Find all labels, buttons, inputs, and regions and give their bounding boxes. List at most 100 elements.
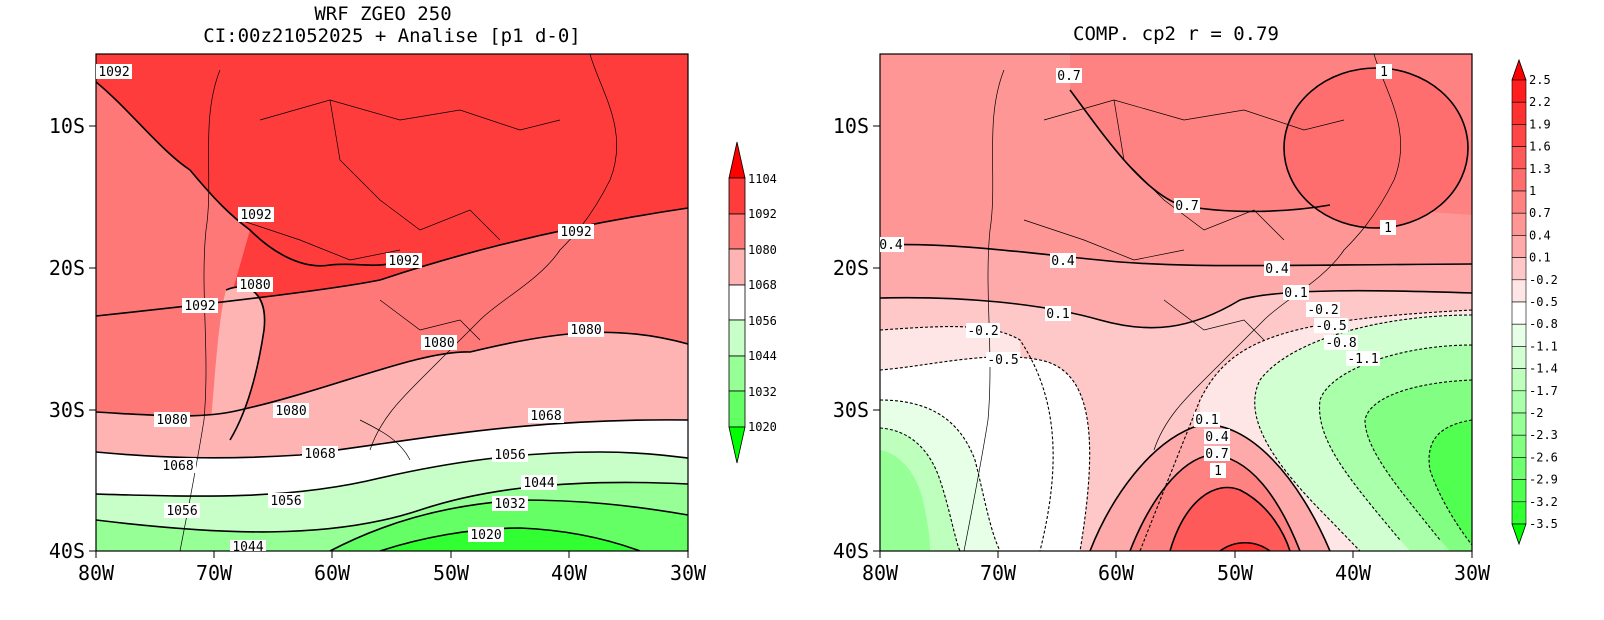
right-colorbar-swatch: [1511, 301, 1527, 325]
right-colorbar-label: -2.6: [1529, 450, 1558, 464]
left-colorbar-label: 1056: [748, 314, 777, 328]
right-panel: COMP. cp2 r = 0.79: [833, 23, 1558, 585]
left-colorbar-swatch: [728, 319, 746, 357]
left-contour-label: 1080: [275, 404, 306, 419]
right-contour-label: 0.4: [879, 238, 903, 253]
right-colorbar-swatch: [1511, 257, 1527, 281]
left-colorbar-swatch: [728, 177, 746, 215]
right-colorbar-label: -1.7: [1529, 384, 1558, 398]
right-x-axis: 80W 70W 60W 50W 40W 30W: [862, 551, 1491, 585]
right-colorbar-swatch: [1511, 323, 1527, 347]
right-colorbar-swatch: [1511, 368, 1527, 392]
left-contour-label: 1092: [184, 299, 215, 314]
left-y-tick: 40S: [49, 539, 85, 563]
right-colorbar-swatch: [1511, 390, 1527, 414]
right-contour-label: -0.2: [1307, 303, 1338, 318]
right-colorbar-label: 1.3: [1529, 162, 1551, 176]
left-colorbar-label: 1020: [748, 420, 777, 434]
left-title-line1: WRF ZGEO 250: [314, 3, 451, 25]
left-x-axis: 80W 70W 60W 50W 40W 30W: [78, 551, 707, 585]
right-y-tick: 10S: [833, 114, 869, 138]
left-x-tick: 70W: [196, 561, 233, 585]
left-colorbar-label: 1080: [748, 243, 777, 257]
right-colorbar-swatch: [1511, 124, 1527, 147]
right-colorbar-swatch: [1511, 479, 1527, 503]
left-contour-label: 1080: [156, 413, 187, 428]
left-contour-label: 1092: [240, 208, 271, 223]
right-colorbar-label: -2.9: [1529, 473, 1558, 487]
right-colorbar-label: 2.5: [1529, 73, 1551, 87]
left-contour-label: 1044: [523, 476, 554, 491]
left-contour-label: 1056: [166, 504, 197, 519]
right-x-tick: 70W: [980, 561, 1017, 585]
right-colorbar-labels: 2.5 2.2 1.9 1.6 1.3 1 0.7 0.4 0.1 -0.2 -0.5 -0.8 -1.…: [1529, 73, 1558, 531]
left-contour-labels: 1092 1092 1092 1092 1092 1080 1080 1080 …: [96, 64, 604, 555]
right-colorbar-swatch: [1511, 101, 1527, 125]
left-contour-label: 1080: [239, 278, 270, 293]
left-contour-label: 1032: [494, 497, 525, 512]
right-colorbar-bottom-arrow: [1511, 523, 1527, 546]
right-colorbar-label: 0.4: [1529, 228, 1551, 242]
right-colorbar-swatch: [1511, 434, 1527, 458]
left-y-tick: 30S: [49, 398, 85, 422]
right-contour-label: 0.1: [1046, 307, 1069, 322]
right-colorbar-label: -3.5: [1529, 517, 1558, 531]
left-colorbar-swatch: [728, 284, 746, 321]
left-colorbar-swatch: [728, 355, 746, 392]
left-y-axis: 10S 20S 30S 40S: [49, 114, 96, 563]
right-contour-label: 0.7: [1057, 69, 1080, 84]
left-contour-label: 1068: [304, 447, 335, 462]
right-contour-label: 0.1: [1284, 286, 1307, 301]
right-colorbar-swatch: [1511, 212, 1527, 236]
right-contour-label: 1: [1380, 65, 1388, 80]
left-contour-label: 1020: [470, 528, 501, 543]
right-contour-label: 0.7: [1175, 199, 1198, 214]
right-colorbar-label: 1.9: [1529, 117, 1551, 131]
left-colorbar-bottom-arrow: [728, 426, 746, 464]
left-contour-label: 1068: [162, 459, 193, 474]
left-colorbar-label: 1068: [748, 278, 777, 292]
right-colorbar-label: 1.6: [1529, 140, 1551, 154]
right-colorbar-label: -0.2: [1529, 273, 1558, 287]
left-colorbar-label: 1032: [748, 385, 777, 399]
right-colorbar-label: 0.1: [1529, 251, 1551, 265]
right-colorbar-swatch: [1511, 346, 1527, 369]
right-y-tick: 30S: [833, 398, 869, 422]
right-colorbar-swatch: [1511, 501, 1527, 525]
right-contour-label: 1: [1384, 221, 1392, 236]
right-contour-label: 0.4: [1051, 254, 1075, 269]
left-y-tick: 20S: [49, 256, 85, 280]
right-colorbar-label: 0.7: [1529, 206, 1551, 220]
left-x-tick: 40W: [551, 561, 588, 585]
right-contour-label: 0.4: [1205, 430, 1229, 445]
right-x-tick: 30W: [1454, 561, 1491, 585]
right-colorbar-label: -1.1: [1529, 339, 1558, 353]
right-title: COMP. cp2 r = 0.79: [1073, 23, 1279, 45]
right-x-tick: 50W: [1217, 561, 1254, 585]
right-colorbar-swatch: [1511, 79, 1527, 103]
left-x-tick: 60W: [314, 561, 351, 585]
right-contour-label: 0.7: [1205, 447, 1228, 462]
right-colorbar-label: -2: [1529, 406, 1543, 420]
left-colorbar-label: 1104: [748, 172, 777, 186]
right-x-tick: 40W: [1335, 561, 1372, 585]
left-colorbar: 1104 1092 1080 1068 1056 1044 1032 1020: [728, 141, 777, 464]
right-x-tick: 80W: [862, 561, 899, 585]
right-shaded-field: [880, 54, 1472, 551]
left-contour-label: 1068: [530, 409, 561, 424]
left-contour-label: 1044: [232, 540, 263, 555]
right-contour-label: -0.8: [1325, 336, 1356, 351]
right-contour-labels: 0.7 1 0.7 1 0.4 0.4 0.4 0.1 0.1 -0.2 -0.…: [879, 64, 1396, 479]
right-colorbar-swatch: [1511, 235, 1527, 258]
right-contour-label: -1.1: [1347, 352, 1378, 367]
left-panel: WRF ZGEO 250 CI:00z21052025 + Analise [p…: [49, 3, 777, 585]
left-contour-label: 1080: [423, 336, 454, 351]
left-colorbar-swatch: [728, 390, 746, 428]
right-colorbar-label: -2.3: [1529, 428, 1558, 442]
left-colorbar-swatch: [728, 248, 746, 286]
left-contour-label: 1092: [388, 254, 419, 269]
right-y-tick: 40S: [833, 539, 869, 563]
left-contour-label: 1092: [98, 65, 129, 80]
right-x-tick: 60W: [1098, 561, 1135, 585]
